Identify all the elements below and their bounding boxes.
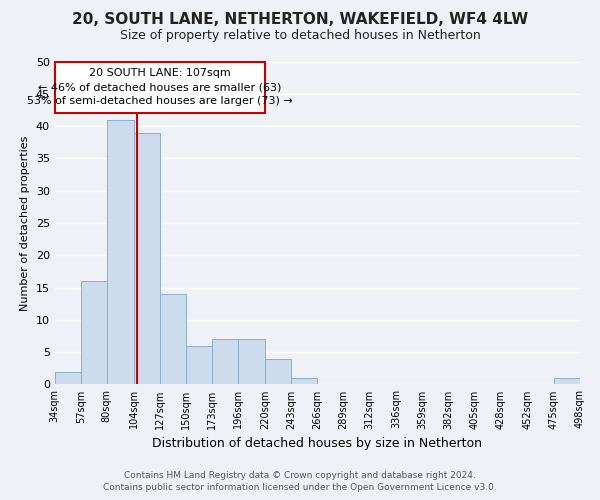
Bar [291, 378, 317, 384]
X-axis label: Distribution of detached houses by size in Netherton: Distribution of detached houses by size … [152, 437, 482, 450]
Text: 20 SOUTH LANE: 107sqm
← 46% of detached houses are smaller (63)
53% of semi-deta: 20 SOUTH LANE: 107sqm ← 46% of detached … [27, 68, 293, 106]
Y-axis label: Number of detached properties: Number of detached properties [20, 136, 30, 310]
Bar [238, 339, 265, 384]
Bar [81, 281, 107, 384]
Bar [107, 120, 134, 384]
Text: Contains HM Land Registry data © Crown copyright and database right 2024.
Contai: Contains HM Land Registry data © Crown c… [103, 471, 497, 492]
Bar [554, 378, 580, 384]
Bar [55, 372, 81, 384]
Bar [134, 132, 160, 384]
Text: 20, SOUTH LANE, NETHERTON, WAKEFIELD, WF4 4LW: 20, SOUTH LANE, NETHERTON, WAKEFIELD, WF… [72, 12, 528, 28]
Bar [212, 339, 238, 384]
Bar [186, 346, 212, 385]
FancyBboxPatch shape [55, 62, 265, 113]
Bar [160, 294, 186, 384]
Bar [265, 358, 291, 384]
Text: Size of property relative to detached houses in Netherton: Size of property relative to detached ho… [119, 29, 481, 42]
